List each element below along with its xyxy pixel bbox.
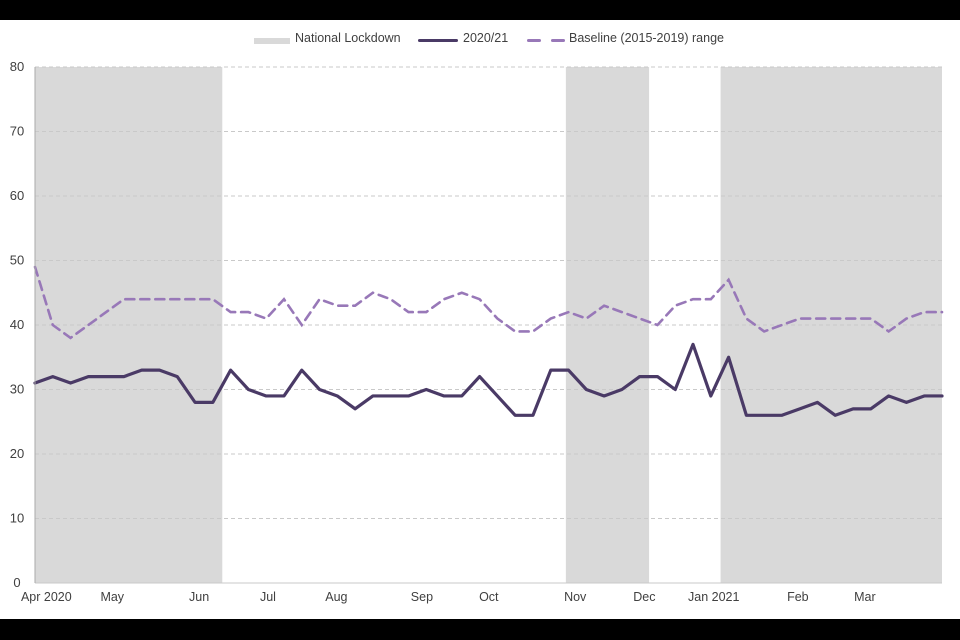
svg-text:Jul: Jul (260, 590, 276, 604)
svg-text:60: 60 (10, 188, 24, 203)
svg-text:Nov: Nov (564, 590, 587, 604)
svg-text:40: 40 (10, 317, 24, 332)
svg-text:Oct: Oct (479, 590, 499, 604)
svg-text:70: 70 (10, 124, 24, 139)
svg-text:Dec: Dec (633, 590, 655, 604)
svg-text:Mar: Mar (854, 590, 876, 604)
svg-text:30: 30 (10, 382, 24, 397)
svg-text:Aug: Aug (325, 590, 347, 604)
svg-text:20: 20 (10, 446, 24, 461)
svg-text:Feb: Feb (787, 590, 809, 604)
svg-text:Apr 2020: Apr 2020 (21, 590, 72, 604)
svg-text:80: 80 (10, 59, 24, 74)
svg-text:May: May (100, 590, 124, 604)
svg-text:10: 10 (10, 511, 24, 526)
svg-text:0: 0 (13, 575, 20, 590)
svg-text:Sep: Sep (411, 590, 433, 604)
svg-text:Jan 2021: Jan 2021 (688, 590, 739, 604)
svg-text:50: 50 (10, 253, 24, 268)
svg-text:Jun: Jun (189, 590, 209, 604)
